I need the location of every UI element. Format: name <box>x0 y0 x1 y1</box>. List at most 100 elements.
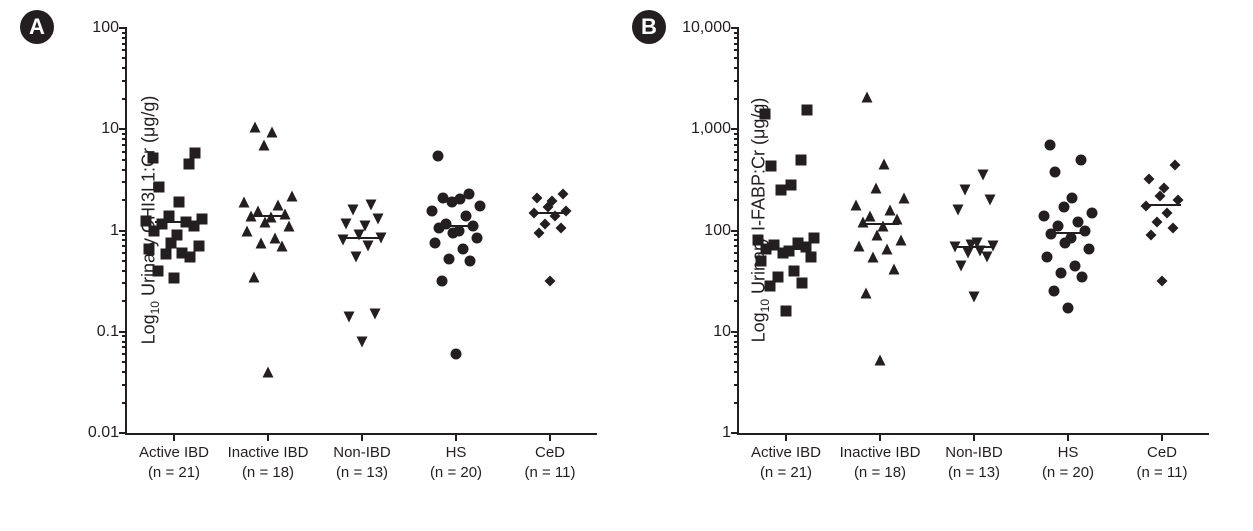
y-minor-tick <box>122 402 127 404</box>
data-point <box>539 219 550 230</box>
data-point <box>772 271 783 282</box>
y-minor-tick <box>734 37 739 39</box>
data-point <box>263 367 274 378</box>
y-minor-tick <box>122 300 127 302</box>
data-point <box>860 288 871 299</box>
plot-area-a: 0.010.1110100Active IBD(n = 21)Inactive … <box>125 28 597 435</box>
y-tick-line <box>119 27 127 29</box>
panel-b: B Log10 Urinary I-FABP:Cr (μg/g) 1101001… <box>632 10 1232 520</box>
data-point <box>753 235 764 246</box>
y-minor-tick <box>734 49 739 51</box>
data-point <box>164 210 175 221</box>
y-minor-tick <box>122 341 127 343</box>
y-minor-tick <box>734 133 739 135</box>
data-point <box>255 238 266 249</box>
y-minor-tick <box>122 282 127 284</box>
data-point <box>463 188 474 199</box>
y-minor-tick <box>122 144 127 146</box>
data-point <box>154 181 165 192</box>
data-point <box>785 180 796 191</box>
y-minor-tick <box>122 260 127 262</box>
data-point <box>258 139 269 150</box>
data-point <box>1162 207 1173 218</box>
data-point <box>241 225 252 236</box>
data-point <box>366 199 377 210</box>
data-point <box>1144 174 1155 185</box>
data-point <box>265 212 276 223</box>
data-point <box>1086 207 1097 218</box>
y-minor-tick <box>122 199 127 201</box>
data-point <box>953 204 964 215</box>
data-point <box>867 251 878 262</box>
x-category-label: Active IBD(n = 21) <box>751 433 821 484</box>
data-point <box>196 213 207 224</box>
data-point <box>1041 251 1052 262</box>
data-point <box>792 238 803 249</box>
data-point <box>341 219 352 230</box>
data-point <box>1167 223 1178 234</box>
data-point <box>347 204 358 215</box>
data-point <box>557 188 568 199</box>
y-minor-tick <box>122 335 127 337</box>
data-point <box>889 263 900 274</box>
data-point <box>1044 139 1055 150</box>
data-point <box>759 109 770 120</box>
data-point <box>279 209 290 220</box>
data-point <box>270 232 281 243</box>
y-minor-tick <box>122 353 127 355</box>
data-point <box>781 306 792 317</box>
y-minor-tick <box>734 169 739 171</box>
y-minor-tick <box>122 169 127 171</box>
data-point <box>1050 166 1061 177</box>
data-point <box>764 281 775 292</box>
data-point <box>884 204 895 215</box>
data-point <box>147 153 158 164</box>
data-point <box>272 199 283 210</box>
panel-badge-a: A <box>20 10 54 44</box>
y-minor-tick <box>734 199 739 201</box>
data-point <box>427 206 438 217</box>
y-minor-tick <box>734 402 739 404</box>
data-point <box>359 221 370 232</box>
data-point <box>248 271 259 282</box>
data-point <box>789 265 800 276</box>
y-minor-tick <box>734 270 739 272</box>
data-point <box>286 190 297 201</box>
data-point <box>870 183 881 194</box>
data-point <box>766 161 777 172</box>
data-point <box>984 195 995 206</box>
data-point <box>898 192 909 203</box>
y-minor-tick <box>734 181 739 183</box>
data-point <box>547 196 558 207</box>
data-point <box>756 255 767 266</box>
data-point <box>1072 217 1083 228</box>
data-point <box>173 197 184 208</box>
y-minor-tick <box>122 32 127 34</box>
data-point <box>1063 303 1074 314</box>
data-point <box>1146 230 1157 241</box>
data-point <box>1172 195 1183 206</box>
y-minor-tick <box>734 300 739 302</box>
y-minor-tick <box>734 80 739 82</box>
data-point <box>436 275 447 286</box>
data-point <box>1065 232 1076 243</box>
data-point <box>1151 217 1162 228</box>
data-point <box>141 215 152 226</box>
data-point <box>978 170 989 181</box>
data-point <box>438 192 449 203</box>
y-minor-tick <box>122 270 127 272</box>
data-point <box>797 278 808 289</box>
y-minor-tick <box>734 371 739 373</box>
data-point <box>152 265 163 276</box>
data-point <box>250 122 261 133</box>
x-category-label: Non-IBD(n = 13) <box>945 433 1003 484</box>
y-minor-tick <box>122 67 127 69</box>
y-minor-tick <box>734 138 739 140</box>
y-minor-tick <box>122 133 127 135</box>
data-point <box>1048 286 1059 297</box>
y-minor-tick <box>734 43 739 45</box>
y-minor-tick <box>122 361 127 363</box>
data-point <box>865 210 876 221</box>
x-category-label: HS(n = 20) <box>430 433 482 484</box>
data-point <box>851 199 862 210</box>
